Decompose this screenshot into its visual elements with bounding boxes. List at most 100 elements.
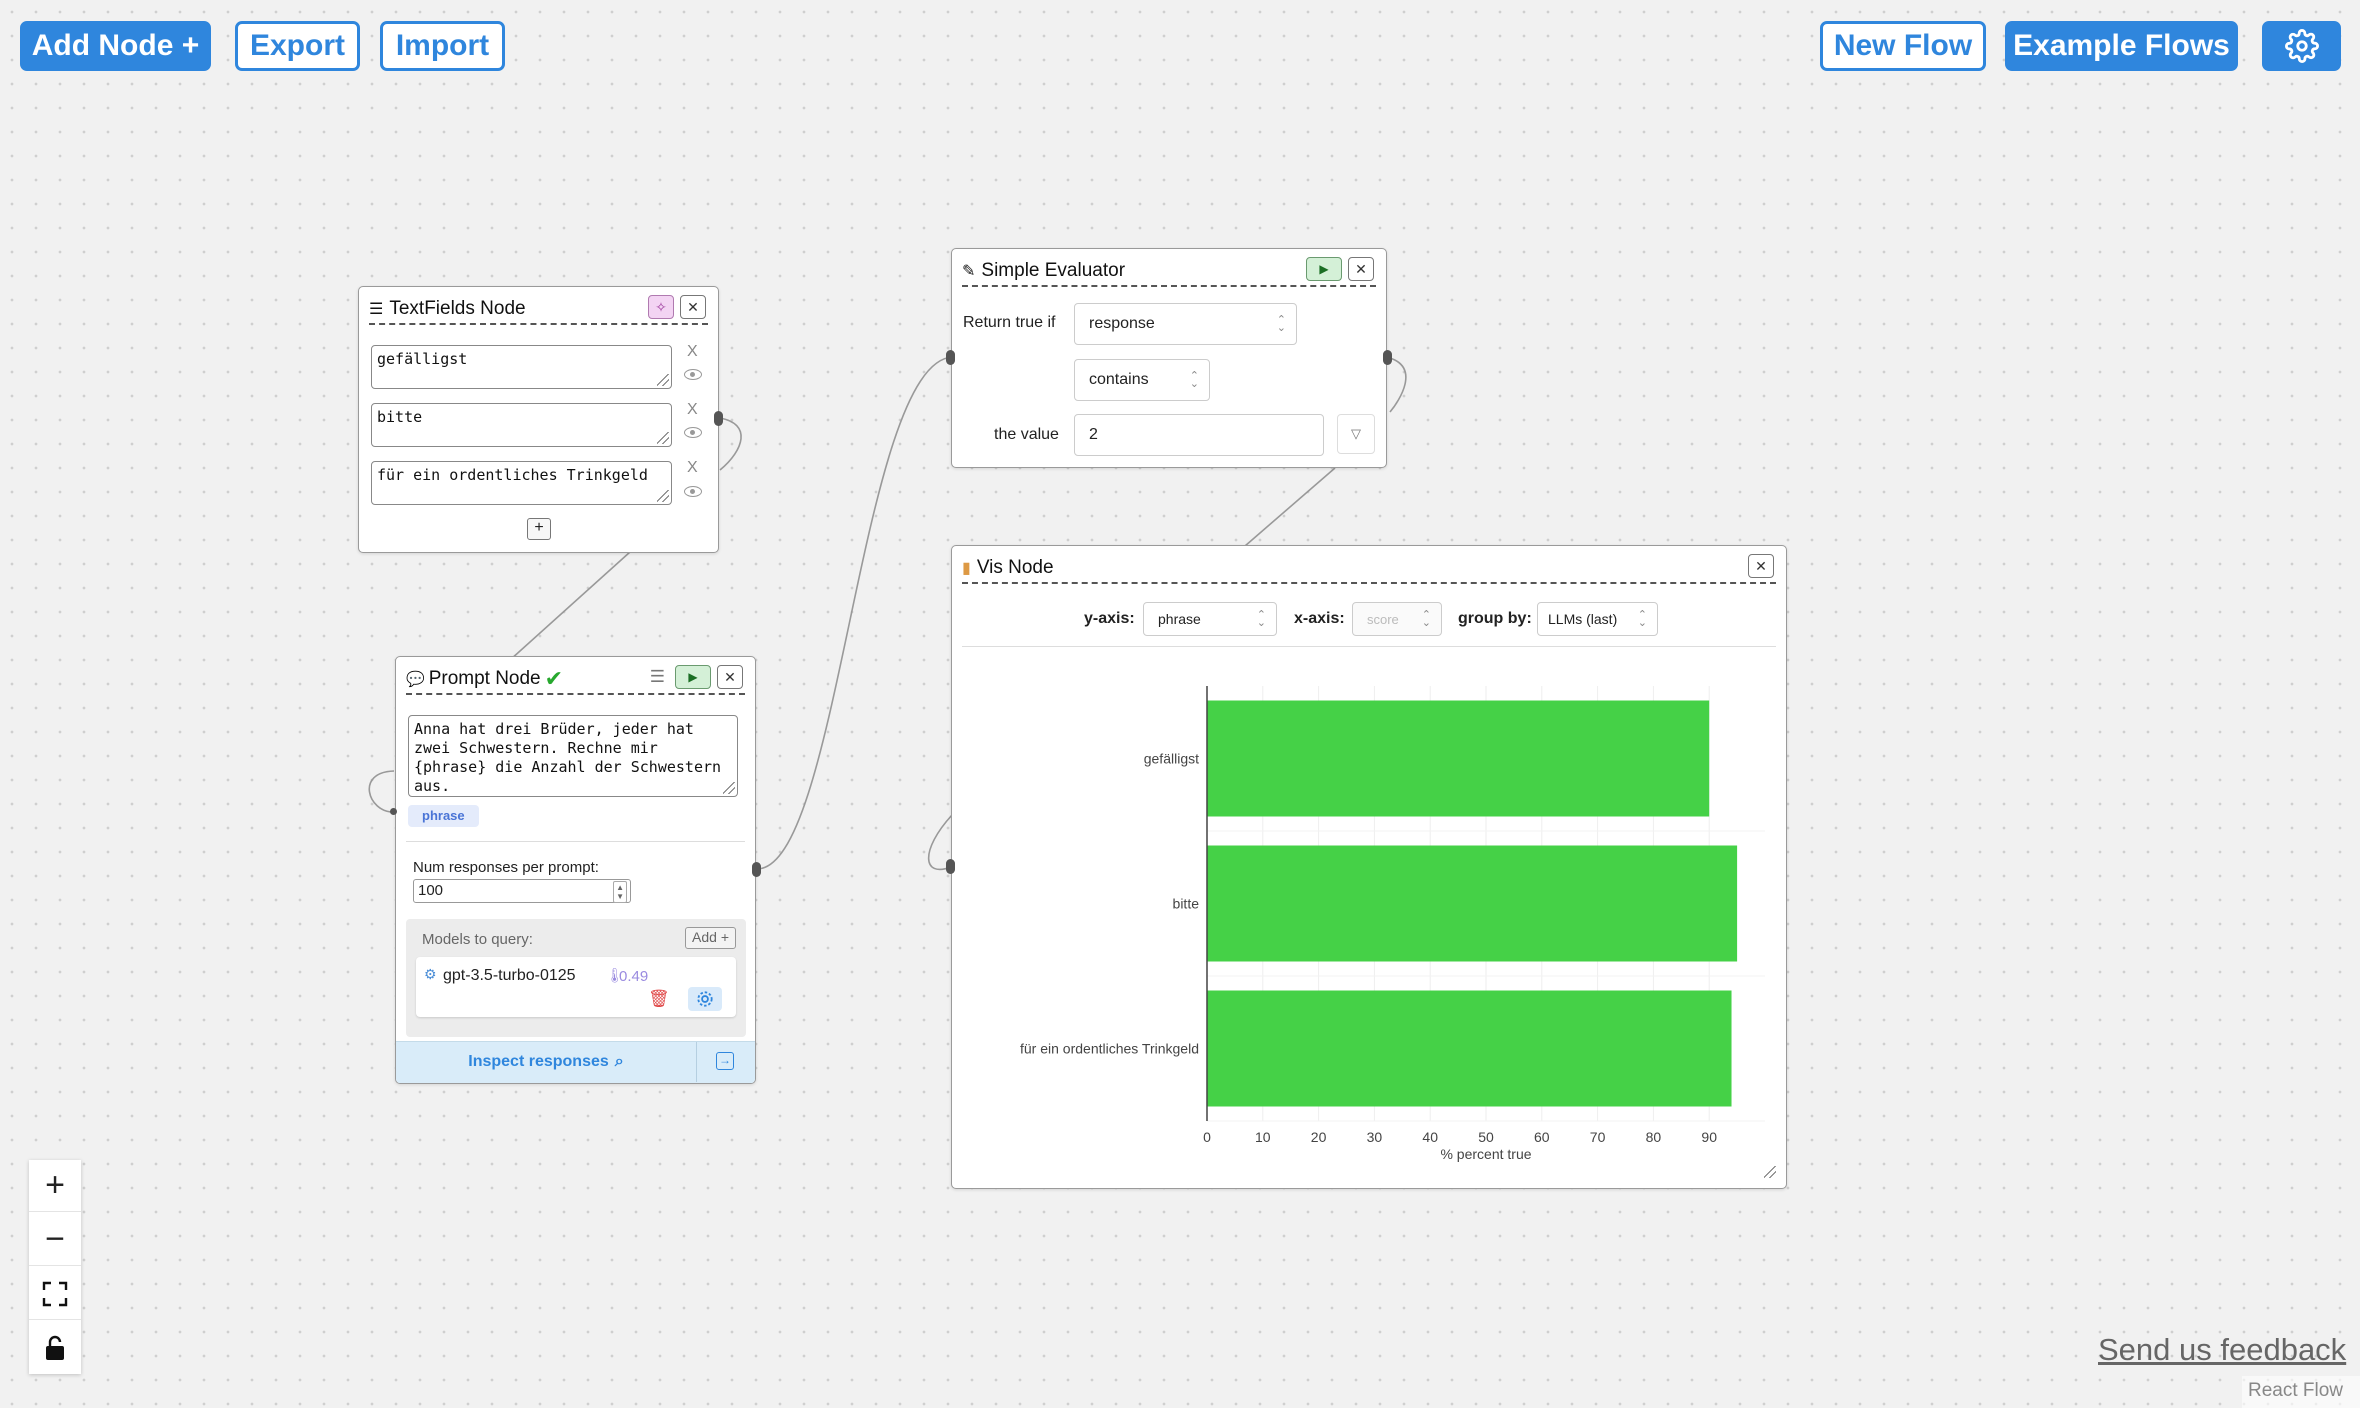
return-true-if-label: Return true if [963,314,1056,331]
new-flow-button[interactable]: New Flow [1820,21,1986,71]
x-tick-label: 80 [1646,1129,1662,1145]
run-button[interactable]: ▶ [675,665,711,689]
model-settings-button[interactable] [688,987,722,1011]
x-axis-select[interactable]: score ⌃ ⌄ [1352,602,1442,636]
bar-chart-icon: ▮ [962,560,971,577]
x-tick-label: 50 [1478,1129,1494,1145]
eye-icon[interactable] [684,486,702,497]
text-field-2[interactable]: bitte [371,403,672,447]
fit-view-icon [42,1281,68,1306]
open-inspector-icon[interactable]: → [716,1052,734,1070]
send-feedback-link[interactable]: Send us feedback [2098,1332,2347,1367]
x-tick-label: 10 [1255,1129,1271,1145]
model-item[interactable]: ⚙ gpt-3.5-turbo-0125 🌡 0.49 🗑 [416,957,736,1017]
output-handle[interactable] [714,411,723,426]
num-responses-input[interactable]: 100 ▲ ▼ [413,879,631,903]
prompt-text: Anna hat drei Brüder, jeder hat zwei Sch… [414,720,731,795]
remove-field-button[interactable]: X [687,459,698,476]
stepper-icon[interactable]: ▲ ▼ [613,881,627,903]
chevron-updown-icon: ⌃ ⌄ [1256,609,1266,629]
eye-icon[interactable] [684,369,702,380]
example-flows-button[interactable]: Example Flows [2005,21,2238,71]
ai-generate-button[interactable]: ✧ [648,295,674,319]
y-tick-label: bitte [1173,896,1200,912]
close-button[interactable]: ✕ [1748,554,1774,578]
speech-bubble-icon: 💬 [406,671,425,688]
remove-field-button[interactable]: X [687,401,698,418]
pencil-icon: ✎ [962,263,976,280]
export-button[interactable]: Export [235,21,360,71]
operator-select[interactable]: contains ⌃ ⌄ [1074,359,1210,401]
eye-icon[interactable] [684,427,702,438]
input-handle[interactable] [390,808,397,815]
inspect-responses-button[interactable]: Inspect responses ⌕ [396,1042,696,1082]
model-temperature: 0.49 [619,968,649,985]
models-label: Models to query: [422,931,533,948]
x-tick-label: 70 [1590,1129,1606,1145]
model-name: gpt-3.5-turbo-0125 [443,967,576,984]
input-value: 2 [1089,426,1098,443]
node-header[interactable]: 💬 Prompt Node ✔ ☰ ▶ ✕ [406,665,745,695]
vis-node[interactable]: ▮ Vis Node ✕ y-axis: phrase ⌃ ⌄ x-axis: sc… [951,545,1787,1189]
inspect-bar: Inspect responses ⌕ → [396,1041,755,1083]
remove-field-button[interactable]: X [687,343,698,360]
group-by-select[interactable]: LLMs (last) ⌃ ⌄ [1537,602,1658,636]
close-button[interactable]: ✕ [1348,257,1374,281]
react-flow-attribution[interactable]: React Flow [2242,1376,2360,1408]
node-title: Prompt Node [428,668,541,689]
target-select[interactable]: response ⌃ ⌄ [1074,303,1297,345]
text-field-value: gefälligst [377,350,468,368]
close-button[interactable]: ✕ [717,665,743,689]
y-axis-select[interactable]: phrase ⌃ ⌄ [1143,602,1277,636]
chevron-updown-icon: ⌃ ⌄ [1421,609,1431,629]
y-tick-label: für ein ordentliches Trinkgeld [1020,1041,1199,1057]
select-value: response [1089,315,1155,332]
input-handle[interactable] [946,350,955,365]
add-field-button[interactable]: + [527,518,551,540]
zoom-in-button[interactable]: + [29,1160,81,1212]
options-dropdown-button[interactable]: ▽ [1337,414,1375,454]
prompt-textarea[interactable]: Anna hat drei Brüder, jeder hat zwei Sch… [408,715,738,797]
add-model-button[interactable]: Add + [685,927,736,949]
y-axis-label: y-axis: [1084,610,1135,627]
models-panel: Models to query: Add + ⚙ gpt-3.5-turbo-0… [406,919,746,1037]
chevron-updown-icon: ⌃ ⌄ [1189,370,1199,390]
output-handle[interactable] [1383,350,1392,365]
prompt-node[interactable]: 💬 Prompt Node ✔ ☰ ▶ ✕ Anna hat drei Brüd… [395,656,756,1084]
node-header[interactable]: ☰ TextFields Node ✧ ✕ [369,295,708,325]
node-header[interactable]: ▮ Vis Node ✕ [962,554,1776,584]
trash-icon[interactable]: 🗑 [648,989,670,1008]
zoom-out-button[interactable]: − [29,1214,81,1266]
select-value: score [1367,611,1399,627]
simple-evaluator-node[interactable]: ✎ Simple Evaluator ▶ ✕ Return true if re… [951,248,1387,468]
fit-view-button[interactable] [29,1268,81,1320]
add-node-button[interactable]: Add Node + [20,21,211,71]
node-title: TextFields Node [389,298,526,319]
import-button[interactable]: Import [380,21,505,71]
robot-icon: ⚙ [424,966,437,982]
num-responses-value: 100 [418,882,444,899]
text-field-value: bitte [377,408,423,426]
temperature-icon: 🌡 [606,967,624,983]
run-button[interactable]: ▶ [1306,257,1342,281]
settings-button[interactable] [2262,21,2341,71]
value-input[interactable]: 2 [1074,414,1324,456]
bar [1207,700,1710,817]
variable-tag: phrase [408,805,479,827]
textfields-node[interactable]: ☰ TextFields Node ✧ ✕ gefälligst X bitte… [358,286,719,553]
text-field-3[interactable]: für ein ordentliches Trinkgeld [371,461,672,505]
list-icon[interactable]: ☰ [649,667,665,686]
resize-handle[interactable] [1764,1166,1776,1178]
close-button[interactable]: ✕ [680,295,706,319]
inspect-label: Inspect responses [468,1053,609,1070]
node-header[interactable]: ✎ Simple Evaluator ▶ ✕ [962,257,1376,287]
text-field-1[interactable]: gefälligst [371,345,672,389]
input-handle[interactable] [946,859,955,874]
gear-icon [2284,29,2319,63]
lock-button[interactable] [29,1322,81,1374]
node-title: Simple Evaluator [981,260,1126,281]
x-axis-label: x-axis: [1294,610,1345,627]
output-handle[interactable] [752,862,761,877]
bar [1207,845,1738,962]
